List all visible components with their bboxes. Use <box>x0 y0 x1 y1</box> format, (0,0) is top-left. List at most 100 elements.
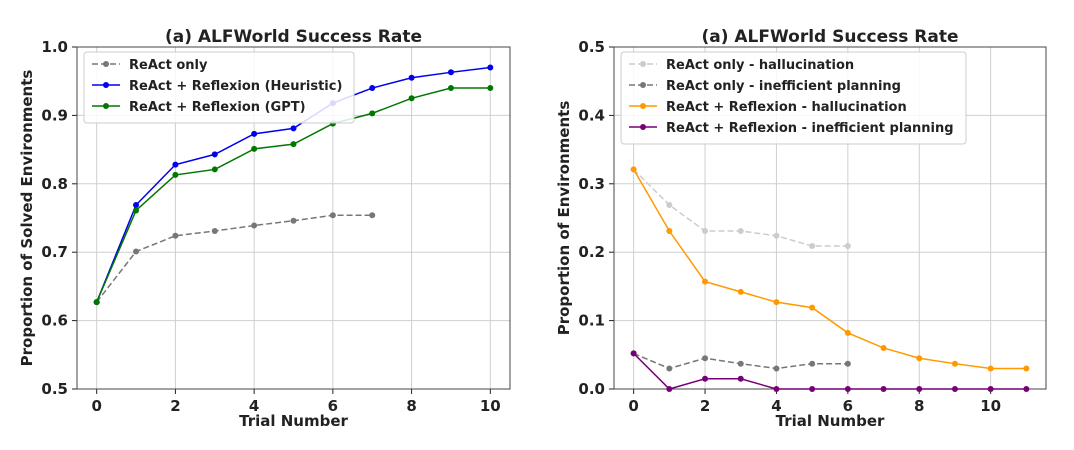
y-tick-label: 0.6 <box>41 312 68 330</box>
data-point <box>773 232 780 239</box>
x-tick-label: 10 <box>980 397 1001 415</box>
data-point <box>211 151 218 158</box>
data-point <box>447 69 454 76</box>
y-axis-label: Proportion of Solved Environments <box>18 70 36 367</box>
data-point <box>666 386 673 392</box>
data-point <box>487 85 494 92</box>
data-point <box>773 365 780 372</box>
data-point <box>172 232 179 239</box>
data-point <box>290 217 297 224</box>
data-point <box>172 171 179 178</box>
legend-label: ReAct + Reflexion (Heuristic) <box>129 79 342 94</box>
data-point <box>447 85 454 92</box>
data-point <box>1023 386 1030 392</box>
legend-label: ReAct only - hallucination <box>666 58 854 73</box>
legend-box <box>83 51 355 124</box>
data-point <box>329 212 336 219</box>
data-point <box>251 222 258 229</box>
x-tick-label: 4 <box>771 397 781 415</box>
series-line <box>96 214 373 303</box>
data-point <box>809 243 816 250</box>
data-point <box>987 365 994 372</box>
data-point <box>172 161 179 168</box>
y-tick-label: 0.0 <box>578 380 605 398</box>
legend-marker <box>640 124 646 130</box>
data-point <box>290 125 297 132</box>
y-tick-label: 0.4 <box>578 106 605 124</box>
legend-label: ReAct + Reflexion (GPT) <box>129 100 306 115</box>
y-tick-label: 0.5 <box>578 38 605 56</box>
legend-marker <box>103 82 109 88</box>
x-tick-label: 0 <box>91 397 101 415</box>
y-tick-label: 0.3 <box>578 175 605 193</box>
x-tick-label: 8 <box>914 397 924 415</box>
y-tick-label: 0.1 <box>578 312 605 330</box>
data-point <box>251 145 258 152</box>
data-point <box>133 248 140 255</box>
data-point <box>737 375 744 382</box>
data-point <box>211 227 218 234</box>
data-point <box>916 355 923 362</box>
data-point <box>737 288 744 295</box>
data-point <box>702 375 709 382</box>
y-tick-label: 0.5 <box>41 380 68 398</box>
x-tick-label: 10 <box>480 397 501 415</box>
chart-title: (a) ALFWorld Success Rate <box>701 27 958 47</box>
y-tick-label: 0.9 <box>41 106 68 124</box>
data-point <box>737 227 744 234</box>
data-point <box>880 344 887 351</box>
data-point <box>666 202 673 209</box>
data-point <box>408 95 415 102</box>
data-point <box>133 202 140 209</box>
data-point <box>369 212 376 219</box>
data-point <box>369 110 376 117</box>
legend-marker <box>640 103 646 109</box>
legend-label: ReAct only - inefficient planning <box>666 79 901 94</box>
x-axis-label: Trial Number <box>239 412 348 430</box>
data-point <box>880 386 887 392</box>
data-point <box>1023 365 1030 372</box>
data-point <box>951 360 958 367</box>
data-point <box>702 355 709 362</box>
legend-box <box>620 51 967 145</box>
data-point <box>809 304 816 311</box>
data-point <box>666 365 673 372</box>
x-tick-label: 4 <box>249 397 259 415</box>
y-tick-label: 0.7 <box>41 243 68 261</box>
x-tick-label: 6 <box>843 397 853 415</box>
data-point <box>844 329 851 336</box>
data-point <box>487 64 494 71</box>
x-tick-label: 6 <box>328 397 338 415</box>
legend-marker <box>640 82 646 88</box>
legend-label: ReAct only <box>129 58 208 73</box>
y-tick-label: 0.2 <box>578 243 605 261</box>
legend-marker <box>103 103 109 109</box>
x-tick-label: 2 <box>170 397 180 415</box>
data-point <box>408 74 415 81</box>
legend-marker <box>103 61 109 67</box>
data-point <box>844 386 851 392</box>
y-tick-label: 1.0 <box>41 38 68 56</box>
data-point <box>951 386 958 392</box>
data-point <box>211 166 218 173</box>
series-line <box>633 352 1027 390</box>
data-point <box>737 360 744 367</box>
data-point <box>630 350 637 357</box>
chart-1: 0 2 4 6 8 10 0.5 0.6 0.7 0.8 0.9 1.0 (a) ALFWorld Su… <box>18 27 511 430</box>
data-point <box>369 85 376 92</box>
data-point <box>290 141 297 148</box>
x-tick-label: 2 <box>700 397 710 415</box>
x-tick-label: 8 <box>406 397 416 415</box>
y-tick-label: 0.8 <box>41 175 68 193</box>
data-point <box>666 227 673 234</box>
data-point <box>251 130 258 137</box>
series-line <box>632 169 1027 370</box>
legend: ReAct only ReAct + Reflexion (Heuristic) R… <box>83 51 355 124</box>
x-axis-label: Trial Number <box>776 412 885 430</box>
legend-marker <box>640 61 646 67</box>
axes-frame <box>76 46 511 390</box>
data-point <box>702 227 709 234</box>
data-point <box>702 278 709 285</box>
data-point <box>773 299 780 306</box>
